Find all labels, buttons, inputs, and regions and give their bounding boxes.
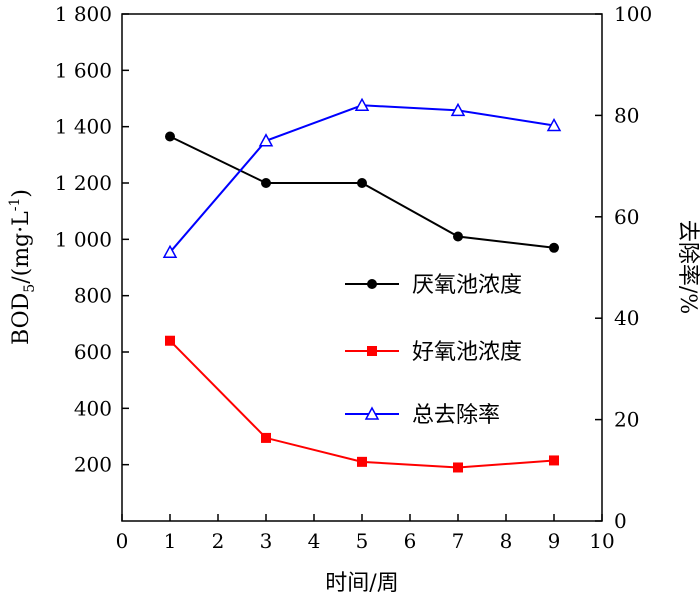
legend: 厌氧池浓度 好氧池浓度 总去除率 xyxy=(345,273,522,428)
right-y-tick-label: 100 xyxy=(614,2,652,26)
series-layer xyxy=(162,97,562,473)
left-y-tick-label: 1 400 xyxy=(55,115,112,139)
left-y-tick-label: 200 xyxy=(74,453,112,477)
left-y-tick-label: 1 600 xyxy=(55,58,112,82)
legend-item-aerobic: 好氧池浓度 xyxy=(345,340,522,365)
x-axis-ticks: 0 1 2 3 4 5 6 7 8 9 10 xyxy=(116,514,615,553)
right-y-tick-label: 80 xyxy=(614,103,639,127)
data-point-1 xyxy=(261,432,271,443)
series-line-0 xyxy=(169,135,555,249)
data-point-0 xyxy=(549,242,559,253)
x-tick-label: 1 xyxy=(164,529,177,553)
data-point-1 xyxy=(357,456,367,467)
x-tick-label: 8 xyxy=(500,529,513,553)
data-point-1 xyxy=(165,335,175,346)
x-tick-label: 10 xyxy=(589,529,614,553)
x-axis-title: 时间/周 xyxy=(325,571,398,596)
right-y-axis-ticks: 0 20 40 60 80 100 xyxy=(595,2,652,533)
legend-item-anaerobic: 厌氧池浓度 xyxy=(345,273,522,298)
x-tick-label: 2 xyxy=(212,529,225,553)
legend-label-aerobic: 好氧池浓度 xyxy=(412,340,522,365)
left-y-tick-label: 1 800 xyxy=(55,2,112,26)
left-y-tick-label: 1 000 xyxy=(55,227,112,251)
legend-item-removal-rate: 总去除率 xyxy=(345,403,500,428)
left-y-axis-title: BOD5/(mg·L-1) xyxy=(7,189,38,345)
right-y-axis-title: 去除率/% xyxy=(675,220,700,314)
left-y-axis-ticks: 200 400 600 800 1 000 1 200 1 400 1 600 1 800 xyxy=(55,2,129,477)
data-point-0 xyxy=(453,231,463,242)
x-tick-label: 3 xyxy=(260,529,273,553)
left-y-tick-label: 1 200 xyxy=(55,171,112,195)
data-point-2 xyxy=(546,117,562,132)
left-y-tick-label: 800 xyxy=(74,284,112,308)
right-y-tick-label: 60 xyxy=(614,205,639,229)
data-point-0 xyxy=(165,131,175,142)
data-point-0 xyxy=(261,178,271,188)
legend-label-anaerobic: 厌氧池浓度 xyxy=(412,273,522,298)
data-point-2 xyxy=(450,102,466,117)
data-point-0 xyxy=(357,178,367,188)
x-tick-label: 9 xyxy=(548,529,561,553)
legend-label-removal-rate: 总去除率 xyxy=(412,403,500,428)
plot-frame xyxy=(121,13,603,522)
x-tick-label: 0 xyxy=(116,529,129,553)
right-y-tick-label: 0 xyxy=(614,509,627,533)
left-y-tick-label: 600 xyxy=(74,340,112,364)
x-tick-label: 5 xyxy=(356,529,369,553)
left-y-tick-label: 400 xyxy=(74,396,112,420)
data-point-2 xyxy=(258,133,274,147)
data-point-1 xyxy=(549,455,559,466)
right-y-tick-label: 40 xyxy=(614,306,639,330)
x-tick-label: 7 xyxy=(452,529,465,553)
data-point-1 xyxy=(453,462,463,473)
x-tick-label: 6 xyxy=(404,529,417,553)
data-point-2 xyxy=(354,97,370,112)
x-tick-label: 4 xyxy=(308,529,321,553)
right-y-tick-label: 20 xyxy=(614,408,639,432)
data-point-2 xyxy=(162,244,178,259)
